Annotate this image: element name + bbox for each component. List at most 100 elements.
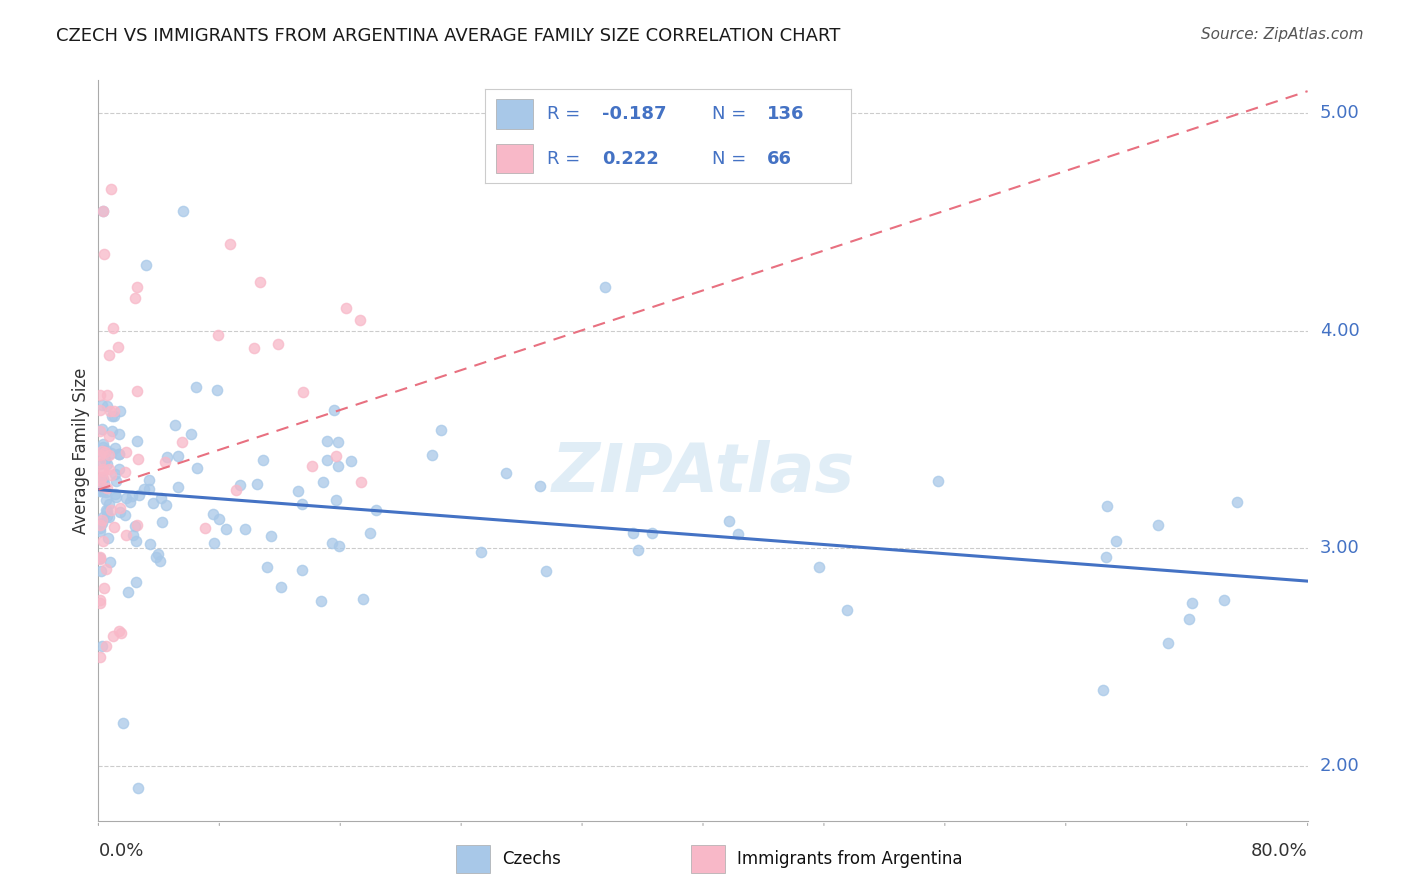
Point: [91, 509, 114, 524]
Point: [927, 474, 949, 488]
Point: [98, 461, 121, 475]
Point: [207, 327, 229, 342]
Point: [94, 453, 117, 467]
Text: 4.00: 4.00: [1320, 322, 1360, 340]
Point: [101, 320, 124, 334]
Point: [89, 473, 111, 487]
Point: [89, 457, 111, 471]
Point: [91, 203, 114, 218]
Point: [94, 485, 117, 500]
Point: [291, 563, 314, 577]
Point: [100, 468, 122, 483]
Point: [120, 495, 142, 509]
Point: [627, 542, 650, 557]
Point: [242, 341, 264, 355]
Point: [316, 453, 339, 467]
Point: [107, 447, 129, 461]
Point: [328, 458, 350, 473]
Point: [1181, 596, 1204, 610]
FancyBboxPatch shape: [496, 98, 533, 128]
Point: [89, 550, 111, 565]
Point: [93, 436, 115, 450]
Point: [353, 591, 375, 606]
Point: [1095, 549, 1118, 564]
Point: [101, 629, 124, 643]
Point: [186, 461, 208, 475]
Text: -0.187: -0.187: [602, 104, 666, 122]
Point: [90, 481, 112, 495]
Text: 5.00: 5.00: [1320, 104, 1360, 122]
Point: [97, 498, 120, 512]
Point: [91, 513, 114, 527]
Text: Czechs: Czechs: [502, 850, 561, 868]
Text: Source: ZipAtlas.com: Source: ZipAtlas.com: [1201, 27, 1364, 42]
Point: [142, 496, 165, 510]
Point: [150, 515, 173, 529]
Text: R =: R =: [547, 104, 581, 122]
Point: [91, 464, 114, 478]
Point: [153, 455, 176, 469]
Point: [215, 522, 238, 536]
Point: [94, 562, 117, 576]
Point: [89, 388, 111, 402]
Point: [90, 484, 112, 499]
Point: [1226, 494, 1249, 508]
Point: [114, 444, 136, 458]
Point: [93, 476, 115, 491]
Point: [325, 493, 347, 508]
Point: [328, 435, 350, 450]
Point: [219, 236, 242, 251]
Point: [96, 492, 118, 507]
Point: [138, 536, 160, 550]
Point: [114, 528, 136, 542]
Point: [100, 445, 122, 459]
Point: [267, 337, 290, 351]
Point: [316, 434, 339, 448]
Point: [835, 603, 858, 617]
Point: [121, 489, 143, 503]
Point: [146, 547, 169, 561]
Point: [301, 458, 323, 473]
Point: [100, 502, 122, 516]
Point: [127, 434, 149, 449]
Point: [170, 435, 193, 450]
Point: [115, 491, 138, 505]
Point: [98, 348, 121, 362]
Point: [89, 443, 111, 458]
Point: [335, 301, 357, 315]
Point: [91, 472, 114, 486]
Point: [103, 409, 125, 423]
Text: 136: 136: [766, 104, 804, 122]
Point: [89, 550, 111, 565]
Point: [97, 448, 120, 462]
Point: [98, 404, 121, 418]
Point: [89, 596, 111, 610]
Point: [94, 640, 117, 654]
Point: [89, 521, 111, 535]
Point: [91, 203, 114, 218]
Point: [128, 488, 150, 502]
Point: [180, 427, 202, 442]
Point: [1091, 683, 1114, 698]
Point: [205, 383, 228, 397]
Point: [270, 580, 292, 594]
Point: [287, 484, 309, 499]
Point: [105, 474, 128, 488]
Point: [104, 487, 127, 501]
Point: [91, 444, 114, 458]
Point: [172, 203, 194, 218]
Point: [1105, 533, 1128, 548]
Point: [256, 560, 278, 574]
Text: N =: N =: [711, 150, 747, 168]
Point: [534, 564, 557, 578]
Point: [339, 454, 361, 468]
Point: [91, 640, 114, 654]
Point: [208, 512, 231, 526]
Point: [94, 442, 117, 457]
Point: [108, 404, 131, 418]
Point: [312, 475, 335, 490]
Point: [595, 280, 617, 294]
Point: [108, 504, 131, 518]
Text: CZECH VS IMMIGRANTS FROM ARGENTINA AVERAGE FAMILY SIZE CORRELATION CHART: CZECH VS IMMIGRANTS FROM ARGENTINA AVERA…: [56, 27, 841, 45]
Point: [91, 462, 114, 476]
